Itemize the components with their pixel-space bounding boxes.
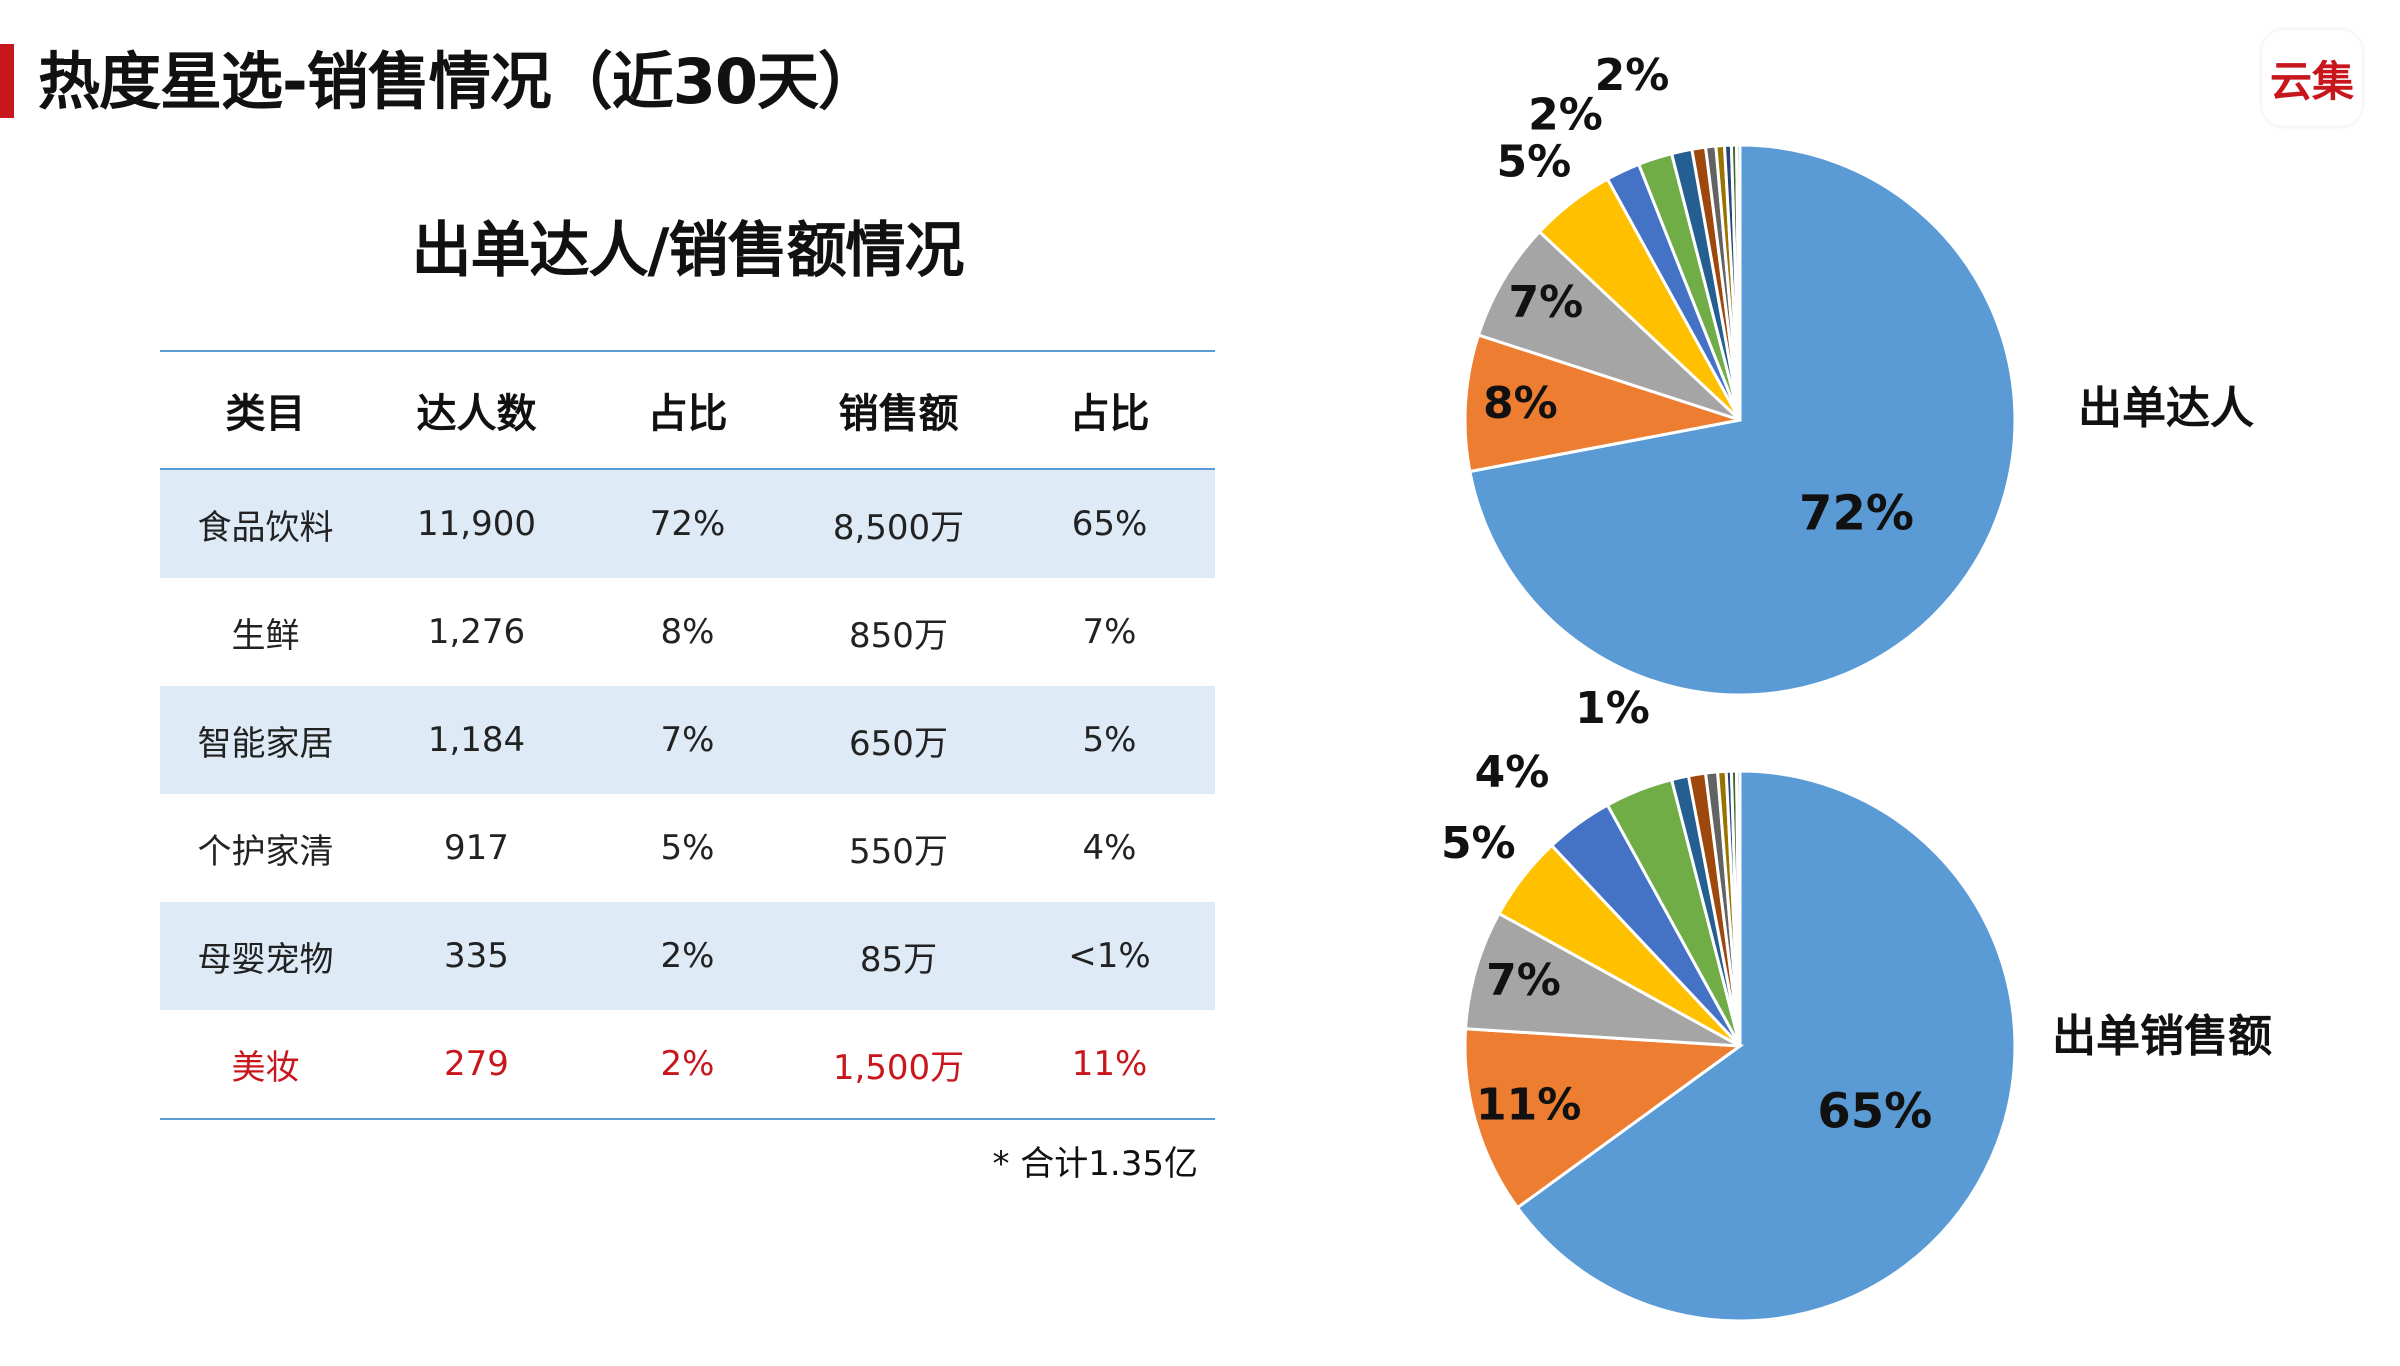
yunji-logo: 云集 [2262,30,2362,126]
pie-data-label: 7% [1509,277,1584,328]
table-cell: 5% [1004,686,1215,794]
table-cell: 11,900 [371,469,582,578]
table-cell: 4% [1082,828,1137,868]
table-cell: 550万 [849,831,948,872]
sales-share-pie-chart: 65% 11% 7% 5% 4% 1% [1441,683,2017,1323]
pie-data-label: 2% [1595,50,1670,101]
pie-slice [1463,333,1741,474]
table-cell: 5% [660,828,715,868]
pie-data-label: 72% [1799,485,1914,541]
table-row: 生鲜 1,276 8% 850万 7% [160,578,1215,686]
table-cell: 1,500万 [832,1047,965,1088]
column-header-category: 类目 [160,351,371,470]
column-header-sales: 销售额 [793,351,1004,470]
title-accent-bar [0,44,14,118]
table-cell: 2% [660,1044,715,1084]
table-cell: 11% [1071,1044,1148,1084]
table-title: 出单达人/销售额情况 [411,216,965,286]
table-cell: 美妆 [231,1047,300,1088]
table-cell: 1,276 [427,612,526,652]
table-footnote: * 合计1.35亿 [992,1144,1198,1184]
column-header-sales-share: 占比 [1004,351,1215,470]
table-cell: 个护家清 [197,831,334,872]
column-header-influencer-count: 达人数 [371,351,582,470]
pie-data-label: 4% [1475,747,1550,798]
table-cell: 2% [582,902,793,1010]
table-cell: 7% [582,686,793,794]
pie-data-label: 11% [1476,1079,1581,1130]
pie-slice [1515,769,2017,1323]
table-row: 母婴宠物 335 2% 85万 <1% [160,902,1215,1010]
influencer-pie-caption: 出单达人 [2078,383,2254,434]
column-header-influencer-share: 占比 [582,351,793,470]
table-cell: 智能家居 [160,686,371,794]
sales-pie-caption: 出单销售额 [2052,1011,2272,1062]
table-row: 个护家清 917 5% 550万 4% [160,794,1215,902]
table-cell: 7% [1082,612,1137,652]
pie-data-label: 65% [1817,1084,1932,1140]
pie-slice [1476,229,1742,422]
table-cell: 1,184 [371,686,582,794]
table-cell: 850万 [849,615,948,656]
table-cell: 8,500万 [793,469,1004,578]
pie-data-label: 5% [1497,136,1572,187]
table-row-highlighted: 美妆 279 2% 1,500万 11% [160,1010,1215,1119]
table-row: 食品饮料 11,900 72% 8,500万 65% [160,469,1215,578]
pie-slice [1463,911,1741,1048]
page-title: 热度星选-销售情况（近30天） [38,45,880,118]
pie-slice [1735,769,1742,1047]
table-cell: 85万 [793,902,1004,1010]
table-row: 智能家居 1,184 7% 650万 5% [160,686,1215,794]
pie-slice [1463,1027,1745,1210]
table-header-row: 类目 达人数 占比 销售额 占比 [160,351,1215,470]
pie-data-label: 8% [1483,378,1558,429]
pie-slice [1468,143,2017,697]
pie-data-label: 2% [1528,89,1603,140]
pie-slice [1735,143,1742,421]
table-cell: 917 [444,828,509,868]
pie-data-label: 1% [1575,683,1650,734]
table-cell: 279 [444,1044,509,1084]
table-cell: 8% [660,612,715,652]
table-cell: 母婴宠物 [160,902,371,1010]
table-cell: 650万 [793,686,1004,794]
table-cell: <1% [1004,902,1215,1010]
sales-table: 类目 达人数 占比 销售额 占比 食品饮料 11,900 72% 8,500万 … [160,350,1215,1120]
pie-data-label: 7% [1486,955,1561,1006]
table-cell: 72% [582,469,793,578]
table-cell: 食品饮料 [160,469,371,578]
influencer-share-pie-chart: 72%8%7%5%2%2% [1463,50,2017,697]
table-cell: 生鲜 [231,615,300,656]
pie-data-label: 5% [1441,818,1516,869]
table-cell: 65% [1004,469,1215,578]
table-cell: 335 [371,902,582,1010]
